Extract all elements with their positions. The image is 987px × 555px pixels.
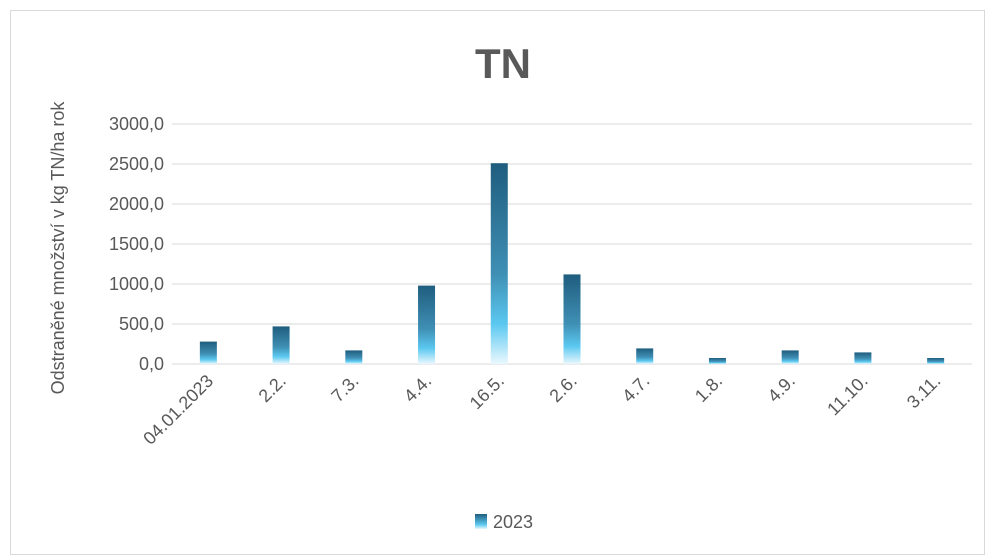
bar	[199, 341, 217, 364]
bars	[199, 163, 945, 364]
x-tick-label: 2.6.	[545, 371, 580, 406]
y-tick-label: 500,0	[119, 314, 164, 334]
y-tick-labels: 0,0 500,0 1000,0 1500,0 2000,0 2500,0 3000,0	[109, 114, 164, 374]
bar	[272, 326, 290, 364]
bar	[345, 350, 363, 364]
bar	[708, 358, 726, 364]
bar	[563, 274, 581, 364]
y-tick-label: 0,0	[139, 354, 164, 374]
bar	[927, 358, 945, 364]
x-tick-label: 4.7.	[618, 371, 653, 406]
y-tick-label: 3000,0	[109, 114, 164, 134]
x-tick-label: 11.10.	[823, 371, 872, 420]
x-tick-label: 04.01.2023	[139, 371, 217, 449]
y-axis-title: Odstraněné množství v kg TN/ha rok	[48, 101, 68, 395]
legend-swatch	[475, 514, 487, 529]
x-tick-labels: 04.01.2023 2.2. 7.3. 4.4. 16.5. 2.6. 4.7. 1.8. 4…	[139, 371, 944, 449]
x-tick-label: 3.11.	[903, 371, 945, 413]
x-tick-label: 4.4.	[400, 371, 435, 406]
x-tick-label: 2.2.	[255, 371, 290, 406]
y-tick-label: 1500,0	[109, 234, 164, 254]
bar	[636, 348, 654, 364]
bar	[490, 163, 508, 364]
x-tick-label: 1.8.	[691, 371, 726, 406]
y-tick-label: 2000,0	[109, 194, 164, 214]
x-tick-label: 16.5.	[466, 371, 508, 413]
y-tick-label: 2500,0	[109, 154, 164, 174]
y-tick-label: 1000,0	[109, 274, 164, 294]
bar	[418, 285, 436, 364]
bar	[781, 350, 799, 364]
x-tick-label: 4.9.	[764, 371, 799, 406]
x-tick-label: 7.3.	[327, 371, 362, 406]
legend: 2023	[475, 512, 533, 532]
chart-title: TN	[475, 40, 531, 87]
legend-label: 2023	[493, 512, 533, 532]
gridlines	[172, 123, 972, 365]
bar	[854, 352, 872, 364]
